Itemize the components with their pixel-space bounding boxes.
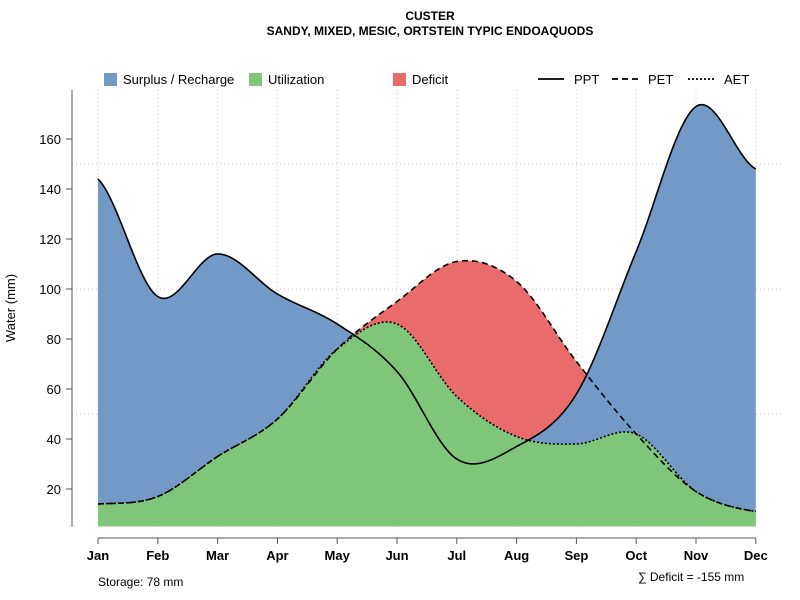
y-tick-label: 160 [39, 132, 61, 147]
x-tick-label: Jul [447, 548, 466, 563]
ppt-line [97, 103, 757, 465]
legend-label: AET [724, 72, 749, 87]
y-tick-label: 40 [47, 432, 61, 447]
x-tick-label: Oct [625, 548, 647, 563]
x-tick-label: Jun [385, 548, 408, 563]
storage-annotation: Storage: 78 mm [98, 575, 184, 589]
legend-swatch [249, 73, 262, 86]
x-tick-label: Nov [684, 548, 709, 563]
legend-swatch [393, 73, 406, 86]
x-tick-label: Feb [146, 548, 169, 563]
y-tick-label: 120 [39, 232, 61, 247]
legend-label: Surplus / Recharge [123, 72, 234, 87]
y-tick-label: 60 [47, 382, 61, 397]
legend-label: PET [648, 72, 673, 87]
utilization-area [98, 322, 756, 527]
y-axis-label: Water (mm) [3, 274, 18, 342]
legend-label: PPT [574, 72, 599, 87]
y-tick-label: 80 [47, 332, 61, 347]
x-tick-label: Sep [564, 548, 588, 563]
y-tick-label: 140 [39, 182, 61, 197]
legend-swatch [104, 73, 117, 86]
surplus-recharge-area [98, 104, 756, 512]
x-tick-label: Aug [504, 548, 529, 563]
y-tick-label: 20 [47, 482, 61, 497]
x-tick-label: Apr [266, 548, 288, 563]
x-tick-label: May [325, 548, 351, 563]
chart-subtitle: SANDY, MIXED, MESIC, ORTSTEIN TYPIC ENDO… [266, 24, 594, 38]
y-tick-label: 100 [39, 282, 61, 297]
chart-title: CUSTER [405, 9, 455, 23]
legend-label: Deficit [412, 72, 449, 87]
pet-line [97, 259, 756, 513]
legend-label: Utilization [268, 72, 324, 87]
deficit-annotation: ∑ Deficit = -155 mm [638, 570, 745, 584]
x-tick-label: Mar [206, 548, 229, 563]
x-tick-label: Jan [87, 548, 109, 563]
x-tick-label: Dec [744, 548, 768, 563]
